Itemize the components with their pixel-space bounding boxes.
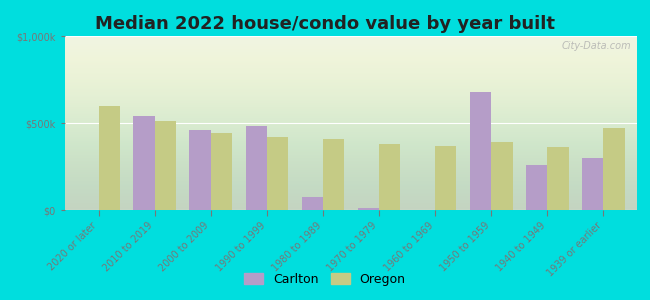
Bar (246, 127, 267, 210)
Text: City-Data.com: City-Data.com (562, 41, 631, 51)
Bar (358, 208, 379, 210)
Bar (155, 121, 176, 210)
Bar (323, 139, 345, 210)
Legend: Carlton, Oregon: Carlton, Oregon (239, 268, 411, 291)
Bar (379, 144, 400, 210)
Bar (302, 197, 323, 210)
Bar (547, 147, 569, 210)
Bar (99, 106, 120, 210)
Bar (582, 158, 603, 210)
Bar (470, 92, 491, 210)
Bar (190, 130, 211, 210)
Bar (491, 142, 512, 210)
Bar (133, 116, 155, 210)
Bar (435, 146, 456, 210)
Bar (211, 134, 232, 210)
Bar (526, 165, 547, 210)
Text: Median 2022 house/condo value by year built: Median 2022 house/condo value by year bu… (95, 15, 555, 33)
Bar (267, 137, 288, 210)
Bar (603, 128, 625, 210)
